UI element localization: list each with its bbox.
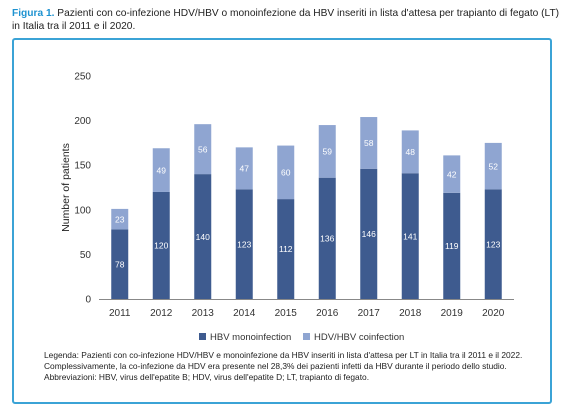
y-tick-label: 200 [74,116,91,127]
bar-hdv-hbv-coinfection [360,117,378,169]
bar-hbv-monoinfection [484,189,502,299]
x-tick-label: 2012 [150,308,173,319]
x-tick-label: 2014 [233,308,256,319]
y-tick-label: 0 [85,295,91,306]
bar-hdv-hbv-coinfection [277,145,295,200]
x-tick-label: 2011 [109,308,131,319]
bar-hbv-monoinfection [235,189,253,299]
bar-hdv-hbv-coinfection [484,142,502,190]
data-label: 78 [115,259,125,269]
y-tick-label: 100 [74,205,91,216]
x-tick-label: 2015 [275,308,298,319]
bar-hbv-monoinfection [111,229,129,299]
bar-hdv-hbv-coinfection [318,125,336,178]
bar-hbv-monoinfection [401,173,419,299]
footnote-line: Abbreviazioni: HBV, virus dell'epatite B… [44,372,370,383]
data-label: 140 [196,232,210,242]
bar-hdv-hbv-coinfection [152,148,170,192]
bar-hbv-monoinfection [318,177,336,299]
y-tick-label: 150 [74,161,91,172]
bar-hdv-hbv-coinfection [111,208,129,230]
bar-hbv-monoinfection [194,174,212,299]
data-label: 52 [489,161,499,171]
data-label: 119 [445,241,459,251]
data-label: 48 [406,147,416,157]
x-tick-label: 2013 [192,308,215,319]
bar-hbv-monoinfection [443,192,461,299]
bar-hdv-hbv-coinfection [443,155,461,193]
data-label: 141 [403,231,417,241]
bar-hbv-monoinfection [360,168,378,299]
y-axis-label: Number of patients [60,143,72,232]
bar-hdv-hbv-coinfection [235,147,253,190]
data-label: 112 [279,244,293,254]
figure-label: Figura 1. [12,8,55,19]
bar-hdv-hbv-coinfection [401,130,419,174]
legend-label: HDV/HBV coinfection [314,332,404,343]
data-label: 47 [240,164,250,174]
data-label: 120 [154,241,168,251]
bar-hdv-hbv-coinfection [194,124,212,175]
x-tick-label: 2019 [441,308,464,319]
data-label: 60 [281,168,291,178]
legend-label: HBV monoinfection [210,332,291,343]
bar-hbv-monoinfection [277,199,295,299]
y-tick-label: 50 [80,250,92,261]
data-label: 23 [115,214,125,224]
data-label: 123 [237,239,251,249]
figure-caption: Figura 1. Pazienti con co-infezione HDV/… [12,7,560,33]
x-tick-label: 2020 [482,308,505,319]
footnote-line: Complessivamente, la co-infezione da HDV… [44,361,507,372]
bar-chart: 0 50 100 150 200 250 Number of patients 78 23 201… [60,72,514,343]
x-tick-label: 2018 [399,308,422,319]
legend-swatch-hdv-hbv-coinfection [303,333,310,340]
data-label: 58 [364,138,374,148]
data-label: 146 [362,229,376,239]
y-tick-label: 250 [74,72,91,83]
chart-frame: 0 50 100 150 200 250 Number of patients 78 23 201… [12,38,552,404]
data-label: 59 [323,147,333,157]
bar-hbv-monoinfection [152,191,170,299]
data-label: 56 [198,144,208,154]
x-tick-label: 2016 [316,308,339,319]
figure-caption-text: Pazienti con co-infezione HDV/HBV o mono… [12,8,560,32]
data-label: 42 [447,169,457,179]
x-tick-label: 2017 [358,308,381,319]
footnote: Legenda: Pazienti con co-infezione HDV/H… [44,350,544,384]
data-label: 123 [486,239,500,249]
data-label: 136 [320,234,334,244]
legend-swatch-hbv-monoinfection [199,333,206,340]
data-label: 49 [157,165,167,175]
footnote-line: Legenda: Pazienti con co-infezione HDV/H… [44,350,523,360]
